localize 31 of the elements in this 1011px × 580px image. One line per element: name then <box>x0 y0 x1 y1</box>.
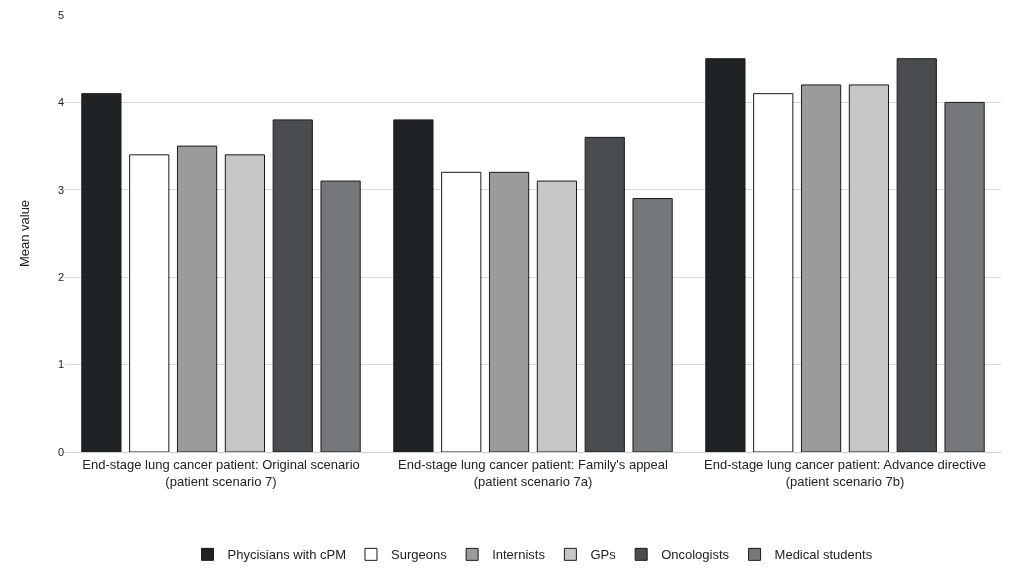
bar <box>753 93 794 452</box>
bar <box>584 136 625 452</box>
legend-label: Internists <box>492 547 546 563</box>
x-tick-label: End-stage lung cancer patient: Family's appeal (patient scenario 7a) <box>398 456 669 489</box>
bar <box>896 58 937 452</box>
legend-label: Medical students <box>774 547 873 563</box>
bar <box>176 145 218 452</box>
x-tick-label: End-stage lung cancer patient: Original scenario (patient scenario 7) <box>82 456 360 489</box>
legend-label: GPs <box>590 547 617 563</box>
legend-label: Surgeons <box>390 547 448 563</box>
bar <box>488 171 530 452</box>
bar <box>800 84 842 452</box>
bar <box>320 180 361 452</box>
legend-label: Phycisians with cPM <box>227 547 346 563</box>
bar <box>272 119 313 452</box>
bar <box>632 198 673 452</box>
y-tick-label: 3 <box>57 183 64 196</box>
y-tick-label: 5 <box>57 8 64 21</box>
y-tick-label: 2 <box>57 271 64 284</box>
legend-label: Oncologists <box>661 547 730 563</box>
y-axis-title: Mean value <box>17 199 32 268</box>
y-tick-label: 4 <box>57 96 64 109</box>
bar <box>944 101 985 452</box>
x-tick-label: End-stage lung cancer patient: Advance directive (patient scenario 7b) <box>704 456 986 489</box>
y-tick-label: 1 <box>57 358 64 371</box>
bar <box>705 58 746 452</box>
y-tick-label: 0 <box>57 445 64 458</box>
bar <box>129 154 170 452</box>
bar <box>393 119 434 452</box>
bar <box>441 171 482 452</box>
bar <box>81 93 122 452</box>
